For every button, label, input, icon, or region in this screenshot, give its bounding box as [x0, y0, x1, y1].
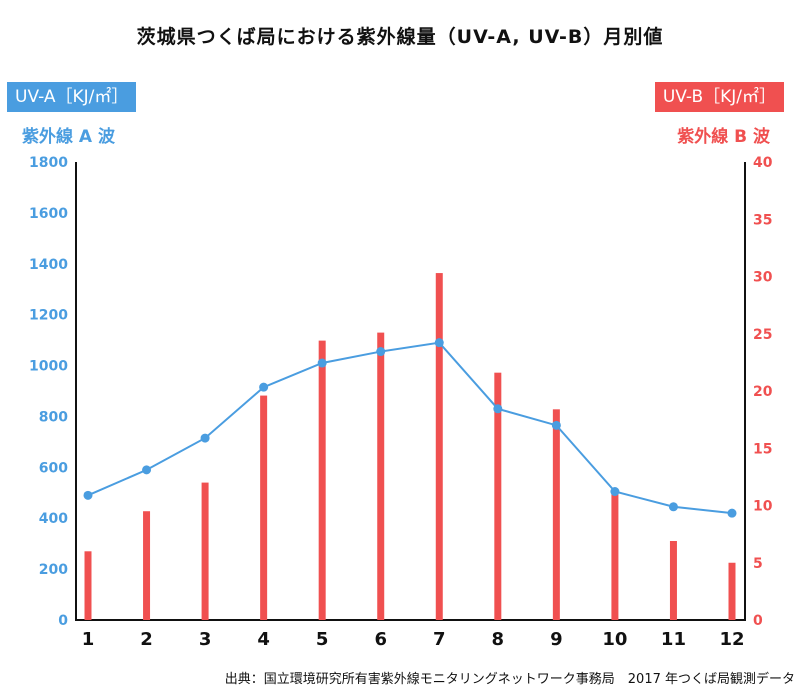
right-tick-label: 35	[753, 212, 772, 228]
x-tick-label: 5	[316, 629, 329, 650]
uvb-bar	[377, 332, 385, 620]
left-tick-label: 1800	[29, 155, 68, 171]
uvb-bar	[552, 409, 560, 620]
x-tick-label: 3	[199, 629, 212, 650]
x-tick-label: 11	[661, 629, 686, 650]
uva-line	[87, 341, 733, 515]
uvb-bar	[143, 511, 151, 620]
source-note: 出典：国立環境研究所有害紫外線モニタリングネットワーク事務局 2017 年つくば…	[224, 672, 795, 687]
left-axis-unit-badge: UV-A［KJ/㎡］	[7, 82, 137, 112]
uva-point	[434, 338, 444, 348]
uvb-bar	[435, 273, 443, 620]
x-tick-label: 4	[257, 629, 270, 650]
left-tick-label: 1000	[29, 359, 68, 375]
uva-point	[200, 433, 210, 443]
uvb-bar	[494, 372, 502, 620]
uva-point	[551, 420, 561, 430]
right-tick-label: 30	[753, 270, 773, 286]
left-tick-label: 600	[39, 460, 68, 476]
x-tick-label: 12	[719, 629, 744, 650]
right-axis-unit-badge: UV-B［KJ/㎡］	[654, 82, 784, 112]
uvb-bar	[260, 395, 268, 620]
x-tick-label: 6	[374, 629, 387, 650]
uvb-bar	[84, 551, 92, 620]
left-tick-label: 800	[39, 409, 68, 425]
x-tick-label: 10	[602, 629, 627, 650]
uva-point	[668, 502, 678, 512]
uvb-bar	[318, 340, 326, 620]
uva-point	[317, 358, 327, 368]
right-tick-label: 15	[753, 441, 772, 457]
left-axis-label: 紫外線 A 波	[22, 127, 115, 147]
left-tick-label: 200	[39, 562, 68, 578]
x-tick-label: 2	[140, 629, 153, 650]
x-tick-label: 9	[550, 629, 563, 650]
x-tick-label: 7	[433, 629, 446, 650]
left-tick-label: 1600	[29, 206, 68, 222]
left-tick-label: 400	[39, 511, 68, 527]
uva-point	[376, 347, 386, 357]
uvb-bar	[728, 562, 736, 620]
x-tick-label: 1	[82, 629, 95, 650]
right-axis-label: 紫外線 B 波	[677, 127, 770, 147]
uva-point	[727, 508, 737, 518]
left-tick-label: 1200	[29, 308, 68, 324]
uvb-bar	[201, 482, 209, 620]
left-tick-label: 0	[58, 613, 68, 629]
uva-point	[610, 487, 620, 497]
right-tick-label: 5	[753, 556, 763, 572]
uva-point	[142, 465, 152, 475]
uva-point	[83, 490, 93, 500]
right-tick-label: 40	[753, 155, 773, 171]
right-tick-label: 10	[753, 499, 773, 515]
left-tick-label: 1400	[29, 257, 68, 273]
right-tick-label: 25	[753, 327, 772, 343]
uvb-bar	[611, 491, 619, 620]
uva-point	[259, 382, 269, 392]
chart-title: 茨城県つくば局における紫外線量（UV-A, UV-B）月別値	[136, 26, 664, 48]
x-tick-label: 8	[492, 629, 505, 650]
right-tick-label: 20	[753, 384, 773, 400]
right-tick-label: 0	[753, 613, 763, 629]
uva-point	[493, 404, 503, 414]
uvb-bar	[669, 540, 677, 620]
